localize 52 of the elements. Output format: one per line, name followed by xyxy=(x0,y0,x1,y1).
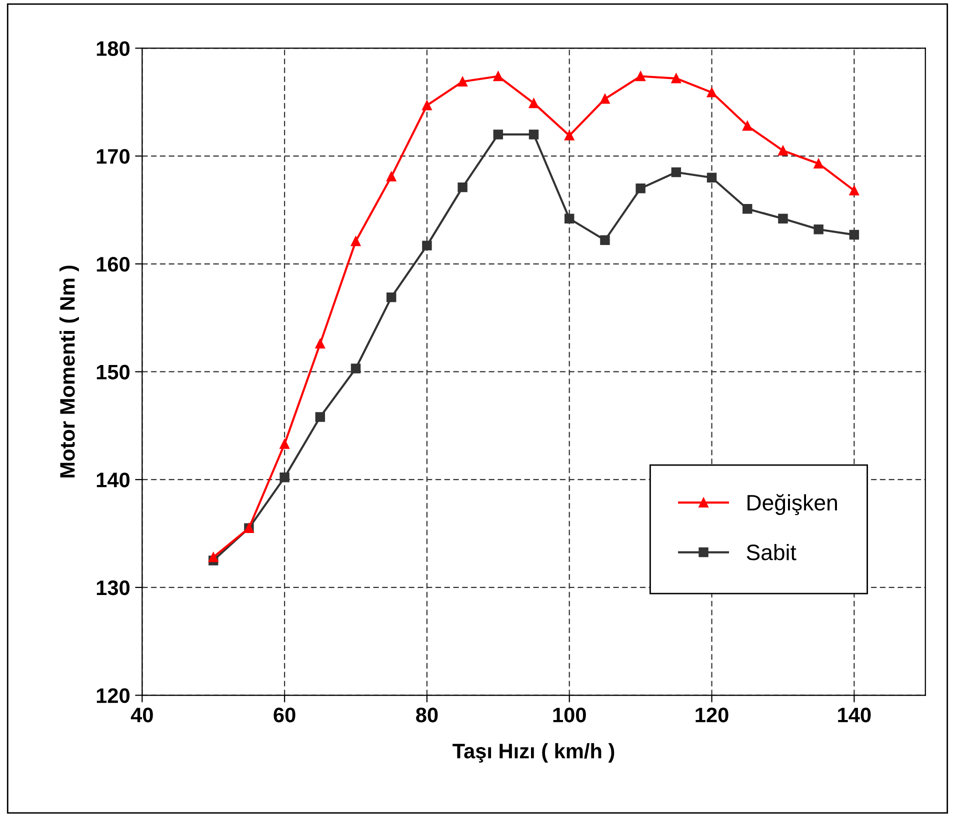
y-tick-label: 180 xyxy=(96,41,130,56)
point xyxy=(706,172,717,182)
y-axis-title: Motor Momenti ( Nm ) xyxy=(59,266,79,478)
point xyxy=(742,120,752,131)
point xyxy=(386,292,396,302)
y-tick-label: 160 xyxy=(96,256,130,272)
point xyxy=(564,130,574,140)
point xyxy=(600,94,610,104)
point xyxy=(814,158,824,168)
point xyxy=(706,88,717,98)
x-axis-title: Taşı Hızı ( km/h ) xyxy=(452,743,614,763)
point xyxy=(458,182,468,192)
x-tick-label: 80 xyxy=(416,708,438,722)
point xyxy=(528,130,539,140)
x-tick-label: 40 xyxy=(130,708,153,722)
y-tick-label: 130 xyxy=(96,580,130,596)
point xyxy=(671,167,682,178)
point xyxy=(350,236,361,246)
point xyxy=(528,98,539,108)
point xyxy=(208,552,218,562)
point xyxy=(849,230,860,240)
point xyxy=(849,186,860,196)
point xyxy=(350,364,361,374)
point xyxy=(422,240,432,250)
point xyxy=(422,100,432,110)
point xyxy=(458,76,468,86)
point xyxy=(564,214,574,224)
point xyxy=(280,472,290,482)
point xyxy=(493,71,504,82)
point xyxy=(778,214,788,224)
y-tick-label: 120 xyxy=(96,688,130,704)
y-tick-label: 150 xyxy=(96,364,130,380)
x-tick-label: 140 xyxy=(838,708,871,722)
point xyxy=(386,172,396,182)
point xyxy=(636,184,646,194)
point xyxy=(778,146,788,156)
legend-label: Sabit xyxy=(746,544,796,560)
point xyxy=(814,224,824,234)
point xyxy=(636,71,646,82)
point xyxy=(280,439,290,449)
x-tick-label: 120 xyxy=(696,708,728,722)
point xyxy=(671,74,682,84)
legend-label: Değişken xyxy=(748,494,837,516)
y-tick-label: 140 xyxy=(96,472,130,488)
point xyxy=(493,130,504,140)
point xyxy=(742,204,752,214)
x-tick-label: 100 xyxy=(553,708,586,722)
point xyxy=(600,235,610,246)
point xyxy=(315,412,326,422)
point xyxy=(315,338,326,349)
x-tick-label: 60 xyxy=(274,708,296,722)
y-tick-label: 170 xyxy=(96,149,130,164)
